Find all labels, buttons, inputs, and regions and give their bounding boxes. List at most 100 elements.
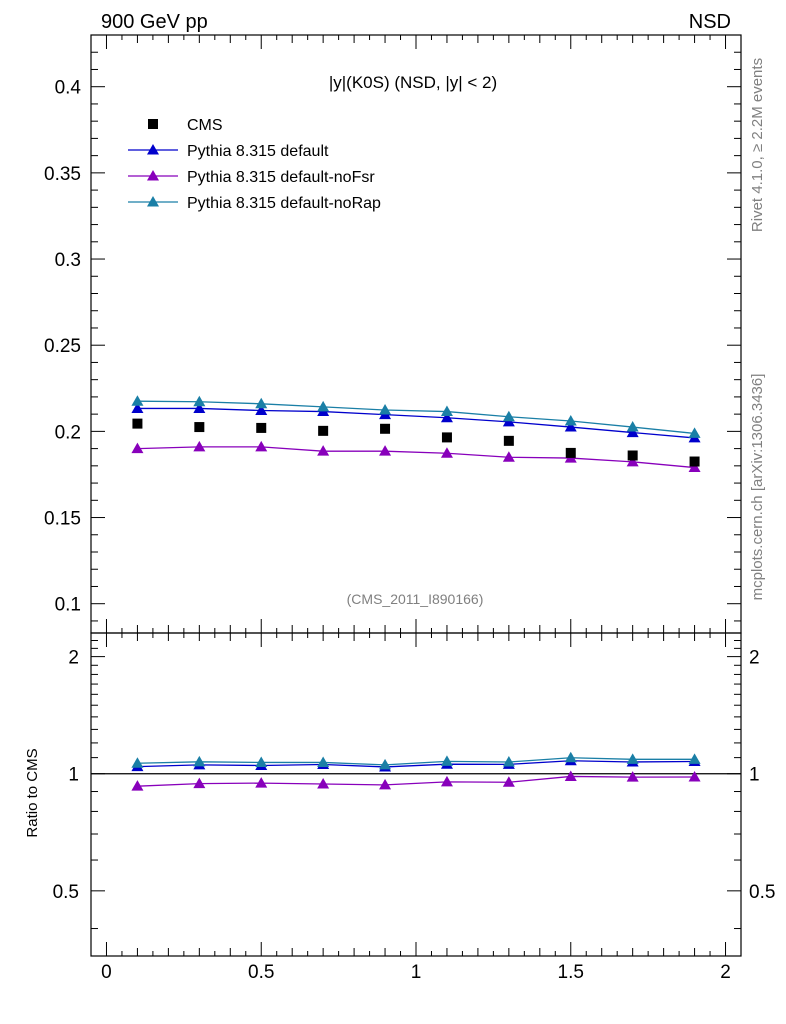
series-point-3 <box>626 421 639 432</box>
series-point-2 <box>379 445 392 456</box>
legend-marker <box>147 196 159 207</box>
y-tick-label: 0.3 <box>55 250 81 271</box>
ratio-axis-label: Ratio to CMS <box>24 748 41 837</box>
series-point-2 <box>502 451 515 462</box>
series-point-3 <box>564 415 577 426</box>
series-point-3 <box>379 403 392 415</box>
series-point-3 <box>688 427 701 438</box>
series-point-1 <box>564 421 577 432</box>
main-y-tick-labels: 0.1 0.15 0.2 0.25 0.3 0.35 0.4 <box>44 78 81 616</box>
cms-data-point <box>194 422 205 433</box>
y-tick-label: 0.15 <box>44 509 81 530</box>
ratio-point-2 <box>379 778 392 790</box>
series-point-3 <box>440 405 453 417</box>
ratio-y-tick-label-right: 0.5 <box>749 882 775 903</box>
ratio-line-3 <box>137 757 695 766</box>
legend-marker-cms <box>148 119 158 129</box>
ratio-point-3 <box>131 757 144 768</box>
cms-data-point <box>689 456 700 467</box>
series-point-1 <box>255 404 268 416</box>
legend: CMS Pythia 8.315 default Pythia 8.315 defa… <box>128 117 381 212</box>
cms-data-point <box>256 422 267 433</box>
y-tick-label: 0.35 <box>44 164 81 185</box>
series-line-1 <box>137 407 695 439</box>
energy-label: 900 GeV pp <box>101 11 208 33</box>
cms-data-point <box>565 447 576 458</box>
cms-data-point <box>627 450 638 461</box>
ratio-point-2 <box>564 770 577 781</box>
series-point-3 <box>255 397 268 409</box>
cms-data-point <box>380 423 391 434</box>
x-tick-label: 1.5 <box>558 962 584 983</box>
ratio-point-3 <box>688 753 701 764</box>
cms-data-point <box>503 435 514 446</box>
ratio-point-2 <box>502 776 515 787</box>
x-tick-labels: 0 0.5 1 1.5 2 <box>101 962 731 983</box>
ratio-y-tick-label-right: 2 <box>749 648 760 669</box>
ratio-point-3 <box>255 756 268 767</box>
y-tick-label: 0.2 <box>55 422 81 443</box>
series-point-3 <box>131 395 144 406</box>
ratio-point-3 <box>317 756 330 767</box>
ratio-point-3 <box>379 758 392 770</box>
series-point-1 <box>131 402 144 413</box>
cms-data-point <box>441 432 452 443</box>
y-tick-label: 0.4 <box>55 78 82 99</box>
x-tick-label: 2 <box>720 962 731 983</box>
x-tick-label: 0.5 <box>248 962 274 983</box>
ratio-panel-ticks <box>90 633 742 956</box>
series-point-3 <box>193 395 206 407</box>
rivet-label: Rivet 4.1.0, ≥ 2.2M events <box>749 58 766 232</box>
ratio-point-3 <box>564 751 577 763</box>
analysis-tag: (CMS_2011_I890166) <box>347 591 484 607</box>
cms-data-point <box>132 418 143 429</box>
series-point-2 <box>131 442 144 454</box>
chart-title: |y|(K0S) (NSD, |y| < 2) <box>329 73 497 92</box>
legend-marker <box>147 170 159 181</box>
x-tick-label: 1 <box>411 962 422 983</box>
mcplots-label: mcplots.cern.ch [arXiv:1306.3436] <box>749 374 766 601</box>
legend-marker <box>147 144 159 155</box>
y-tick-label: 0.25 <box>44 336 81 357</box>
ratio-series <box>131 751 701 791</box>
legend-label: CMS <box>187 117 223 134</box>
series-point-2 <box>626 455 639 467</box>
series-point-1 <box>626 426 639 438</box>
ratio-panel-frame <box>90 632 742 957</box>
main-series <box>131 395 701 473</box>
y-tick-label: 0.1 <box>55 595 81 616</box>
ratio-y-tick-label: 2 <box>68 648 79 669</box>
ratio-y-tick-label-right: 1 <box>749 765 760 786</box>
ratio-point-3 <box>193 755 206 767</box>
legend-label: Pythia 8.315 default-noRap <box>187 195 381 212</box>
series-point-2 <box>688 461 701 473</box>
ratio-point-2 <box>131 780 144 791</box>
ratio-panel: 0.5 0.5 1 1 2 2 0 0.5 1 1.5 2 <box>53 632 776 983</box>
series-point-1 <box>440 411 453 423</box>
ratio-point-3 <box>502 755 515 767</box>
ratio-y-tick-label: 1 <box>68 765 79 786</box>
ratio-point-2 <box>626 771 639 782</box>
series-point-3 <box>317 400 330 412</box>
series-point-2 <box>317 445 330 456</box>
ratio-point-2 <box>688 770 701 782</box>
series-point-1 <box>193 402 206 413</box>
series-point-2 <box>193 440 206 452</box>
process-label: NSD <box>689 11 731 33</box>
ratio-y-tick-labels: 0.5 0.5 1 1 2 2 <box>53 648 776 903</box>
legend-label: Pythia 8.315 default <box>187 143 329 160</box>
ratio-point-2 <box>255 777 268 788</box>
ratio-y-tick-label: 0.5 <box>53 882 79 903</box>
series-point-3 <box>502 410 515 422</box>
x-tick-label: 0 <box>101 962 112 983</box>
ratio-point-2 <box>440 775 453 787</box>
main-panel: 0.1 0.15 0.2 0.25 0.3 0.35 0.4 |y|(K0S) (NSD, … <box>44 34 742 634</box>
ratio-point-3 <box>440 755 453 766</box>
ratio-point-3 <box>626 753 639 764</box>
ratio-point-2 <box>317 778 330 789</box>
series-line-2 <box>137 446 695 469</box>
ratio-point-2 <box>193 777 206 789</box>
series-line-3 <box>137 400 695 435</box>
series-point-2 <box>255 440 268 452</box>
